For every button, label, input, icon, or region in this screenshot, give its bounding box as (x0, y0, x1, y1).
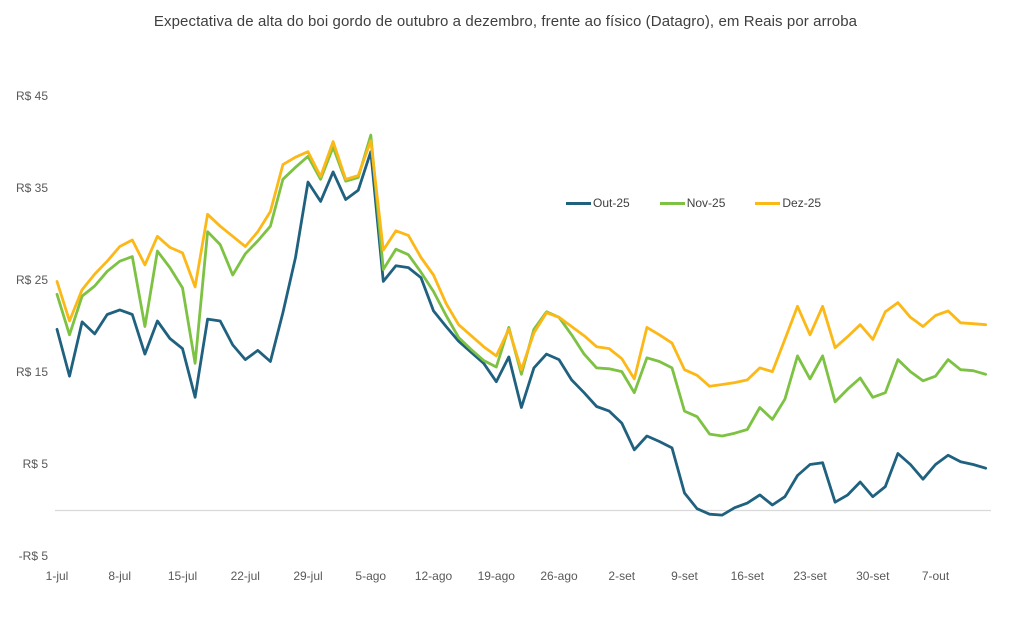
x-axis-labels: 1-jul 8-jul 15-jul 22-jul 29-jul 5-ago 12-ago 1… (0, 569, 1011, 587)
x-axis-tick-label: 7-out (921, 569, 950, 583)
y-axis-tick-label: -R$ 5 (18, 548, 48, 563)
legend-item-dez-25: Dez-25 (755, 196, 821, 210)
y-axis-tick-label: R$ 25 (15, 272, 48, 287)
legend-line-swatch (755, 201, 781, 205)
line-dez-25 (55, 139, 988, 388)
x-axis-tick-label: 23-set (793, 569, 827, 583)
y-axis-tick-label: R$ 35 (15, 180, 48, 195)
x-axis-tick-label: 26-ago (540, 569, 578, 583)
legend-label: Dez-25 (782, 196, 822, 210)
y-axis-tick-label: R$ 5 (22, 456, 48, 471)
line-nov-25 (55, 133, 988, 438)
x-axis-tick-label: 19-ago (477, 569, 515, 583)
y-axis-labels: R$ 45 R$ 35 R$ 25 R$ 15 R$ 5 -R$ 5 (0, 0, 48, 629)
x-axis-tick-label: 2-set (608, 569, 636, 583)
x-axis-tick-label: 30-set (856, 569, 890, 583)
legend-label: Out-25 (593, 196, 630, 210)
y-axis-tick-label: R$ 15 (15, 364, 48, 379)
x-axis-tick-label: 8-jul (108, 569, 132, 583)
x-axis-tick-label: 16-set (730, 569, 764, 583)
legend-item-out-25: Out-25 (566, 196, 630, 210)
line-out-25 (55, 150, 988, 517)
x-axis-tick-label: 1-jul (45, 569, 69, 583)
x-axis-tick-label: 29-jul (293, 569, 323, 583)
x-axis-tick-label: 12-ago (414, 569, 453, 583)
x-axis-tick-label: 9-set (671, 569, 698, 583)
legend-line-swatch (566, 201, 591, 205)
chart-title: Expectativa de alta do boi gordo de outu… (153, 13, 858, 30)
x-axis-tick-label: 22-jul (230, 569, 260, 583)
y-axis-tick-label: R$ 45 (15, 88, 48, 103)
legend: Out-25 Nov-25 Dez-25 (566, 196, 821, 210)
legend-line-swatch (659, 201, 685, 205)
legend-item-nov-25: Nov-25 (659, 196, 726, 210)
x-axis-tick-label: 15-jul (167, 569, 198, 583)
legend-label: Nov-25 (686, 196, 726, 210)
x-axis-tick-label: 5-ago (355, 569, 387, 583)
